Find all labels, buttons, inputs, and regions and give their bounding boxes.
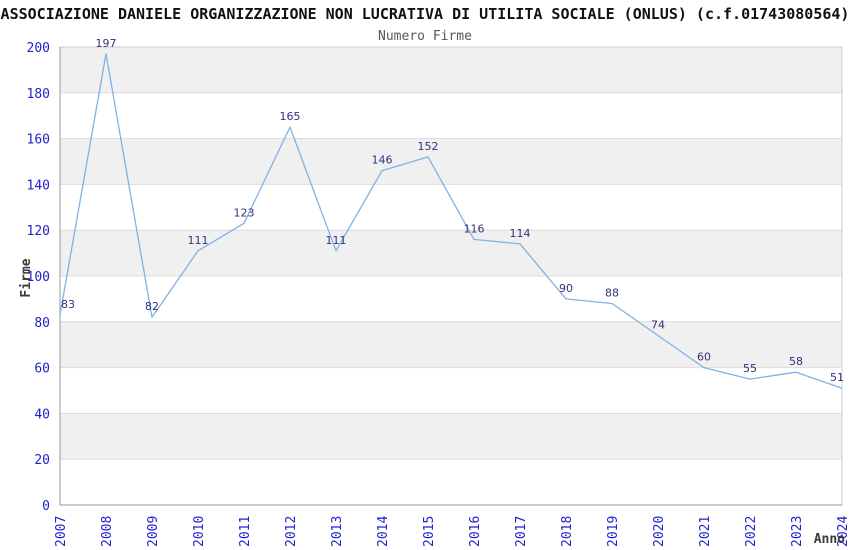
y-tick-label: 100	[27, 270, 50, 285]
y-tick-label: 160	[27, 133, 50, 148]
data-point-label: 116	[464, 222, 485, 235]
plot-band	[60, 413, 842, 460]
x-tick-label: 2014	[376, 516, 391, 547]
data-point-label: 82	[145, 300, 159, 313]
y-tick-label: 0	[42, 499, 50, 514]
y-tick-label: 40	[34, 407, 50, 422]
data-point-label: 74	[651, 319, 665, 332]
data-point-label: 123	[234, 206, 255, 219]
x-tick-label: 2020	[652, 516, 667, 547]
x-tick-label: 2015	[422, 516, 437, 547]
y-tick-label: 120	[27, 224, 50, 239]
x-axis-title: Anno	[814, 532, 845, 547]
x-tick-label: 2019	[606, 516, 621, 547]
data-point-label: 165	[280, 110, 301, 123]
data-point-label: 90	[559, 282, 573, 295]
x-tick-label: 2012	[284, 516, 299, 547]
data-point-label: 51	[830, 371, 844, 384]
y-tick-label: 180	[27, 87, 50, 102]
x-tick-label: 2021	[698, 516, 713, 547]
plot-area: 83 197 82 111 123 165 111 146 152 116 114 90 88 74 60 5…	[27, 37, 850, 547]
data-point-label: 83	[61, 298, 75, 311]
plot-band	[60, 47, 842, 93]
y-tick-label: 140	[27, 178, 50, 193]
x-tick-label: 2013	[330, 516, 345, 547]
y-tick-label: 80	[34, 316, 50, 331]
x-tick-label: 2022	[744, 516, 759, 547]
plot-band	[60, 321, 842, 368]
x-tick-label: 2024	[836, 516, 850, 547]
data-point-label: 58	[789, 355, 803, 368]
chart-subtitle: Numero Firme	[378, 29, 472, 44]
y-axis-title: Firme	[19, 258, 34, 297]
y-tick-label: 200	[27, 41, 50, 56]
x-tick-label: 2007	[54, 516, 69, 547]
chart-title: ASSOCIAZIONE DANIELE ORGANIZZAZIONE NON …	[1, 5, 850, 23]
y-tick-label: 20	[34, 453, 50, 468]
plot-band	[60, 138, 842, 185]
data-point-label: 60	[697, 351, 711, 364]
x-tick-label: 2009	[146, 516, 161, 547]
data-point-label: 152	[418, 140, 439, 153]
x-tick-label: 2018	[560, 516, 575, 547]
data-point-label: 55	[743, 362, 757, 375]
x-tick-label: 2023	[790, 516, 805, 547]
x-tick-label: 2010	[192, 516, 207, 547]
y-tick-label: 60	[34, 362, 50, 377]
x-tick-label: 2008	[100, 516, 115, 547]
data-point-label: 111	[188, 234, 209, 247]
data-point-label: 197	[96, 37, 117, 50]
data-point-label: 114	[510, 227, 531, 240]
plot-band	[60, 230, 842, 276]
line-series	[59, 53, 843, 389]
data-point-label: 88	[605, 286, 619, 299]
x-tick-label: 2011	[238, 516, 253, 547]
data-point-label: 111	[326, 234, 347, 247]
x-tick-label: 2016	[468, 516, 483, 547]
data-point-label: 146	[372, 154, 393, 167]
x-tick-label: 2017	[514, 516, 529, 547]
